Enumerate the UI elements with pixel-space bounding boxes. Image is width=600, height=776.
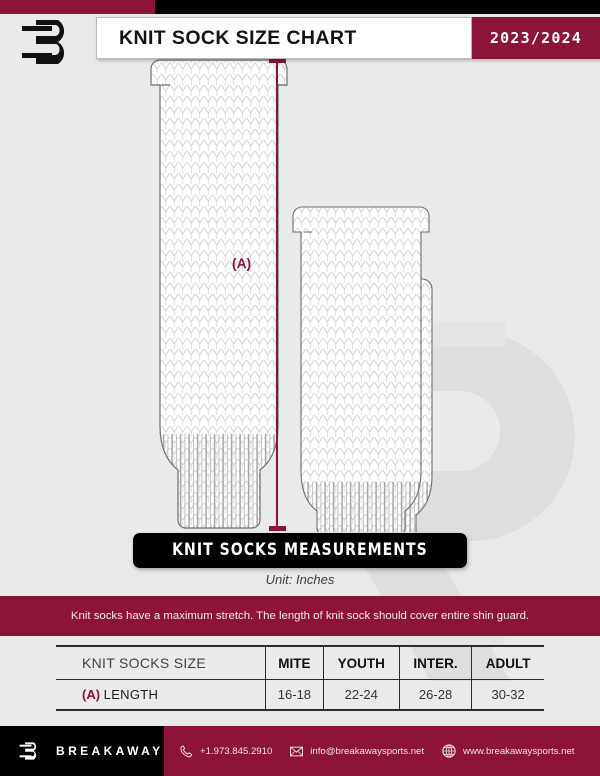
- table-row-label-cell: (A) LENGTH: [56, 680, 266, 711]
- measure-label-a: (A): [232, 256, 252, 271]
- measurement-line-a: [269, 58, 286, 531]
- table-row: (A) LENGTH 16-18 22-24 26-28 30-32: [56, 679, 544, 711]
- page-header: KNIT SOCK SIZE CHART 2023/2024: [0, 14, 600, 64]
- footer-email[interactable]: info@breakawaysports.net: [289, 744, 424, 759]
- envelope-icon: [290, 746, 304, 756]
- footer-phone-text: +1.973.845.2910: [200, 745, 273, 757]
- footer-brand-text: BREAKAWAY: [56, 744, 164, 758]
- size-table: KNIT SOCKS SIZE MITE YOUTH INTER. ADULT …: [56, 645, 544, 711]
- footer-email-text: info@breakawaysports.net: [310, 745, 425, 757]
- size-table-wrap: KNIT SOCKS SIZE MITE YOUTH INTER. ADULT …: [56, 645, 544, 711]
- footer-brand-block: BREAKAWAY: [0, 726, 164, 776]
- measurements-title-pill: KNIT SOCKS MEASUREMENTS: [133, 533, 467, 568]
- page-title: KNIT SOCK SIZE CHART: [96, 17, 472, 59]
- table-header-size: KNIT SOCKS SIZE: [82, 655, 207, 671]
- season-year-text: 2023/2024: [489, 29, 583, 47]
- stretch-note-text: Knit socks have a maximum stretch. The l…: [70, 609, 530, 622]
- table-header-row: KNIT SOCKS SIZE MITE YOUTH INTER. ADULT: [56, 646, 544, 680]
- cell-length-youth: 22-24: [322, 679, 400, 710]
- cell-length-mite: 16-18: [265, 679, 324, 710]
- table-header-mite: MITE: [265, 646, 324, 680]
- footer-website-text: www.breakawaysports.net: [463, 745, 575, 757]
- sock-shape-medium: [292, 206, 430, 532]
- measurements-title-wrap: KNIT SOCKS MEASUREMENTS: [0, 533, 600, 568]
- sock-illustration: [0, 52, 600, 532]
- row-code: (A): [82, 687, 101, 702]
- unit-label: Unit: Inches: [265, 572, 335, 587]
- footer-website[interactable]: www.breakawaysports.net: [441, 743, 574, 759]
- phone-icon: [180, 744, 193, 757]
- table-header-adult: ADULT: [471, 646, 544, 680]
- table-header-inter: INTER.: [398, 646, 472, 680]
- cell-length-adult: 30-32: [471, 679, 544, 710]
- footer-phone[interactable]: +1.973.845.2910: [179, 744, 272, 759]
- row-label: LENGTH: [103, 687, 159, 702]
- table-header-youth: YOUTH: [322, 646, 400, 680]
- footer-contact-block: +1.973.845.2910 info@breakawaysports.net…: [164, 726, 600, 776]
- season-year-badge: 2023/2024: [472, 17, 600, 59]
- globe-icon: [442, 744, 456, 758]
- stretch-note-band: Knit socks have a maximum stretch. The l…: [0, 596, 600, 636]
- breakaway-b-logo: [22, 20, 65, 64]
- top-rail-accent: [0, 0, 155, 14]
- cell-length-inter: 26-28: [398, 679, 472, 710]
- page-footer: BREAKAWAY +1.973.845.2910 info@breakaway…: [0, 726, 600, 776]
- measurements-title-text: KNIT SOCKS MEASUREMENTS: [172, 540, 428, 560]
- breakaway-b-logo: [19, 742, 37, 760]
- sock-shape-large: [150, 59, 288, 529]
- page-title-text: KNIT SOCK SIZE CHART: [119, 26, 357, 49]
